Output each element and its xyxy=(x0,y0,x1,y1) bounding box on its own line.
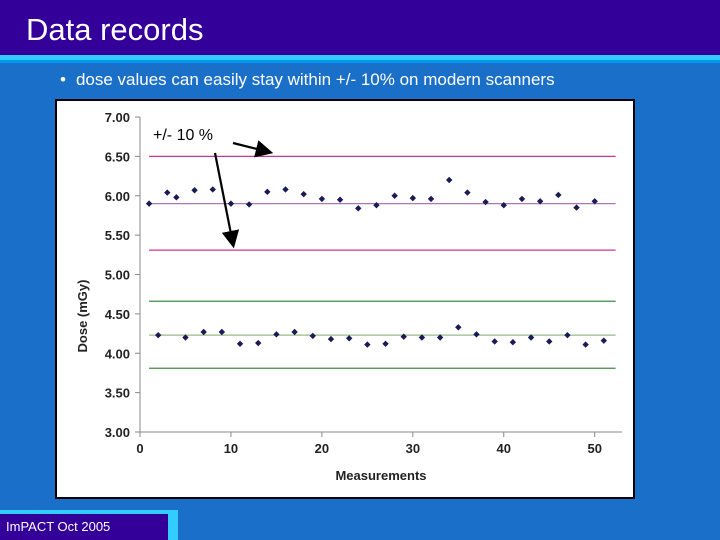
bullet-icon: • xyxy=(60,70,66,89)
data-point xyxy=(491,338,498,345)
data-point xyxy=(436,334,444,341)
data-point xyxy=(236,340,244,347)
data-point xyxy=(400,333,407,340)
y-tick-label: 6.50 xyxy=(105,149,130,164)
data-point xyxy=(427,195,435,203)
data-point xyxy=(154,331,162,339)
y-tick-label: 3.50 xyxy=(105,386,130,401)
data-point xyxy=(355,205,362,212)
title-stripe-secondary xyxy=(0,60,720,63)
data-point xyxy=(345,335,353,342)
data-point xyxy=(291,328,298,336)
data-point xyxy=(573,204,580,211)
data-point xyxy=(509,339,517,346)
data-point xyxy=(182,334,189,341)
data-point xyxy=(336,196,344,203)
annotation-label: +/- 10 % xyxy=(153,127,213,144)
y-tick-label: 3.00 xyxy=(105,425,130,440)
data-point xyxy=(518,195,526,203)
x-tick-label: 30 xyxy=(406,441,420,456)
x-axis-title: Measurements xyxy=(335,468,426,483)
data-point xyxy=(145,200,153,207)
data-point xyxy=(564,331,571,339)
data-point xyxy=(582,341,589,348)
reference-lines xyxy=(149,155,616,369)
data-point xyxy=(245,201,253,208)
y-tick-label: 4.00 xyxy=(105,346,130,361)
data-point xyxy=(200,328,207,336)
data-point xyxy=(500,202,507,209)
slide-title: Data records xyxy=(26,12,204,47)
footer-bar xyxy=(0,514,175,540)
data-point xyxy=(391,192,398,199)
footer-stripe-top xyxy=(0,510,178,514)
data-point xyxy=(191,187,198,194)
data-point xyxy=(255,339,262,347)
x-tick-label: 20 xyxy=(315,441,329,456)
y-axis-title: Dose (mGy) xyxy=(75,280,90,353)
data-point xyxy=(309,332,316,340)
data-point xyxy=(227,200,235,207)
data-point xyxy=(273,331,280,338)
data-point xyxy=(264,188,271,196)
data-point xyxy=(164,189,171,196)
data-points xyxy=(145,176,608,348)
data-point xyxy=(382,340,389,347)
x-tick-label: 50 xyxy=(587,441,601,456)
data-point xyxy=(555,191,562,199)
y-tick-label: 5.00 xyxy=(105,268,130,283)
data-point xyxy=(591,198,598,205)
data-point xyxy=(327,335,335,343)
chart-container: 3.00 3.50 4.00 4.50 5.00 5.50 6.00 6.50 7.00 0 10 2… xyxy=(55,99,635,499)
data-point xyxy=(464,189,471,196)
data-point xyxy=(455,324,462,331)
data-point xyxy=(473,331,480,338)
bullet-point: • dose values can easily stay within +/- … xyxy=(60,70,555,90)
title-stripe xyxy=(0,55,720,60)
annotation-arrows xyxy=(213,140,274,249)
data-point xyxy=(409,194,417,202)
footer-stripe xyxy=(168,510,178,540)
y-tick-label: 4.50 xyxy=(105,307,130,322)
data-point xyxy=(482,198,489,206)
data-point xyxy=(364,341,371,348)
x-tick-label: 40 xyxy=(497,441,511,456)
x-tick-label: 0 xyxy=(136,441,143,456)
data-point xyxy=(282,186,289,193)
data-point xyxy=(300,190,307,198)
data-point xyxy=(418,334,426,341)
data-point xyxy=(173,194,180,201)
data-point xyxy=(446,176,453,184)
bullet-text: dose values can easily stay within +/- 1… xyxy=(75,70,555,89)
data-point xyxy=(373,202,380,209)
axes: 3.00 3.50 4.00 4.50 5.00 5.50 6.00 6.50 7.00 0 10 2… xyxy=(105,110,622,456)
y-tick-label: 6.00 xyxy=(105,189,130,204)
data-point xyxy=(318,195,326,203)
arrow-upper xyxy=(232,140,274,158)
dose-chart: 3.00 3.50 4.00 4.50 5.00 5.50 6.00 6.50 7.00 0 10 2… xyxy=(75,110,622,483)
data-point xyxy=(209,186,216,193)
footer-text: ImPACT Oct 2005 xyxy=(6,519,111,534)
arrow-lower xyxy=(213,152,240,249)
data-point xyxy=(546,338,553,345)
data-point xyxy=(600,337,608,344)
x-tick-label: 10 xyxy=(224,441,238,456)
title-bar xyxy=(0,0,720,55)
y-tick-label: 7.00 xyxy=(105,110,130,125)
data-point xyxy=(218,328,226,336)
y-tick-label: 5.50 xyxy=(105,228,130,243)
